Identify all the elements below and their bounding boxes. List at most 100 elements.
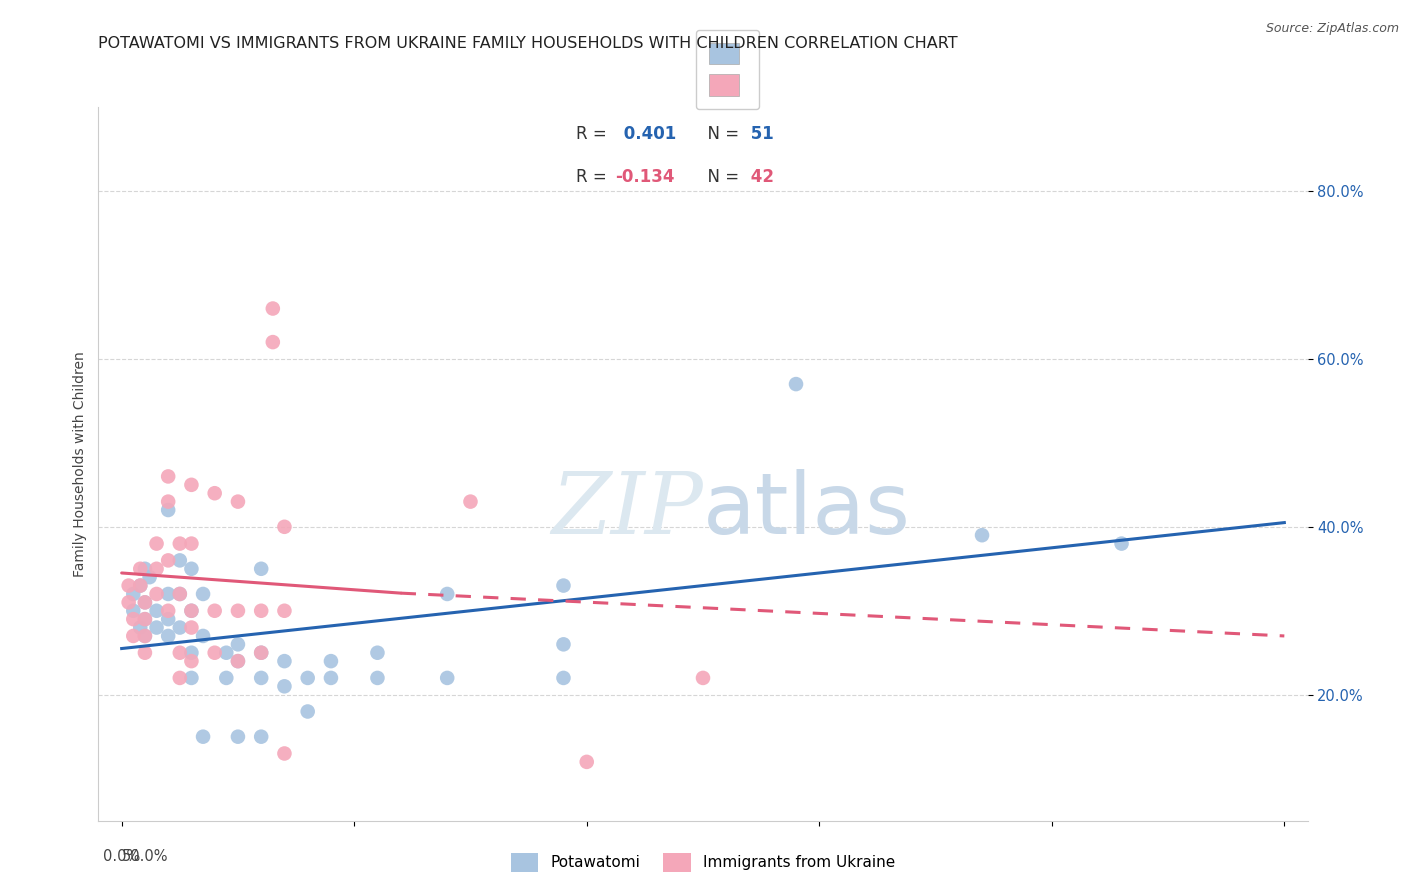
Point: [436, 671, 458, 685]
Point: [134, 595, 156, 609]
Point: [180, 604, 202, 618]
Point: [191, 629, 214, 643]
Point: [970, 528, 993, 542]
Point: [204, 486, 226, 500]
Text: 0.0%: 0.0%: [103, 849, 141, 864]
Point: [134, 612, 156, 626]
Point: [297, 671, 319, 685]
Point: [169, 553, 191, 567]
Point: [145, 621, 167, 635]
Legend: Potawatomi, Immigrants from Ukraine: Potawatomi, Immigrants from Ukraine: [503, 845, 903, 880]
Point: [250, 646, 273, 660]
Point: [436, 587, 458, 601]
Point: [191, 730, 214, 744]
Point: [129, 621, 152, 635]
Point: [157, 587, 180, 601]
Text: 50.0%: 50.0%: [122, 849, 169, 864]
Point: [180, 646, 202, 660]
Point: [134, 629, 156, 643]
Point: [319, 654, 342, 668]
Point: [129, 578, 152, 592]
Point: [134, 629, 156, 643]
Text: 51: 51: [745, 125, 775, 143]
Point: [553, 671, 575, 685]
Point: [319, 671, 342, 685]
Point: [180, 536, 202, 550]
Point: [157, 494, 180, 508]
Point: [134, 646, 156, 660]
Text: R =: R =: [576, 125, 607, 143]
Text: N =: N =: [697, 125, 740, 143]
Point: [157, 629, 180, 643]
Point: [169, 587, 191, 601]
Text: ZIP: ZIP: [551, 468, 703, 551]
Point: [122, 604, 145, 618]
Text: 42: 42: [745, 168, 775, 186]
Point: [122, 587, 145, 601]
Point: [226, 637, 249, 651]
Point: [129, 578, 152, 592]
Point: [460, 494, 482, 508]
Legend: , : ,: [696, 29, 759, 109]
Point: [366, 671, 388, 685]
Text: POTAWATOMI VS IMMIGRANTS FROM UKRAINE FAMILY HOUSEHOLDS WITH CHILDREN CORRELATIO: POTAWATOMI VS IMMIGRANTS FROM UKRAINE FA…: [98, 36, 957, 51]
Point: [785, 377, 807, 392]
Point: [553, 637, 575, 651]
Point: [226, 494, 249, 508]
Point: [157, 503, 180, 517]
Point: [273, 747, 295, 761]
Point: [553, 578, 575, 592]
Point: [145, 536, 167, 550]
Text: N =: N =: [697, 168, 740, 186]
Point: [226, 654, 249, 668]
Point: [129, 562, 152, 576]
Point: [273, 654, 295, 668]
Point: [226, 604, 249, 618]
Point: [204, 604, 226, 618]
Point: [169, 536, 191, 550]
Point: [169, 646, 191, 660]
Text: 0.401: 0.401: [619, 125, 676, 143]
Point: [180, 562, 202, 576]
Point: [262, 335, 284, 350]
Point: [134, 562, 156, 576]
Point: [366, 646, 388, 660]
Point: [122, 612, 145, 626]
Point: [180, 671, 202, 685]
Point: [118, 595, 141, 609]
Point: [145, 604, 167, 618]
Text: R =: R =: [576, 168, 607, 186]
Point: [215, 671, 238, 685]
Point: [157, 469, 180, 483]
Text: atlas: atlas: [703, 468, 911, 551]
Point: [250, 730, 273, 744]
Text: -0.134: -0.134: [614, 168, 675, 186]
Point: [191, 587, 214, 601]
Point: [1111, 536, 1133, 550]
Point: [262, 301, 284, 316]
Point: [134, 595, 156, 609]
Point: [118, 578, 141, 592]
Point: [575, 755, 598, 769]
Point: [122, 629, 145, 643]
Y-axis label: Family Households with Children: Family Households with Children: [73, 351, 87, 577]
Point: [138, 570, 160, 584]
Point: [297, 705, 319, 719]
Point: [180, 621, 202, 635]
Point: [157, 553, 180, 567]
Point: [180, 654, 202, 668]
Point: [250, 562, 273, 576]
Point: [204, 646, 226, 660]
Point: [250, 604, 273, 618]
Point: [157, 612, 180, 626]
Point: [692, 671, 714, 685]
Point: [169, 621, 191, 635]
Point: [273, 604, 295, 618]
Point: [226, 730, 249, 744]
Point: [169, 671, 191, 685]
Point: [134, 612, 156, 626]
Text: Source: ZipAtlas.com: Source: ZipAtlas.com: [1265, 22, 1399, 36]
Point: [145, 587, 167, 601]
Point: [250, 646, 273, 660]
Point: [226, 654, 249, 668]
